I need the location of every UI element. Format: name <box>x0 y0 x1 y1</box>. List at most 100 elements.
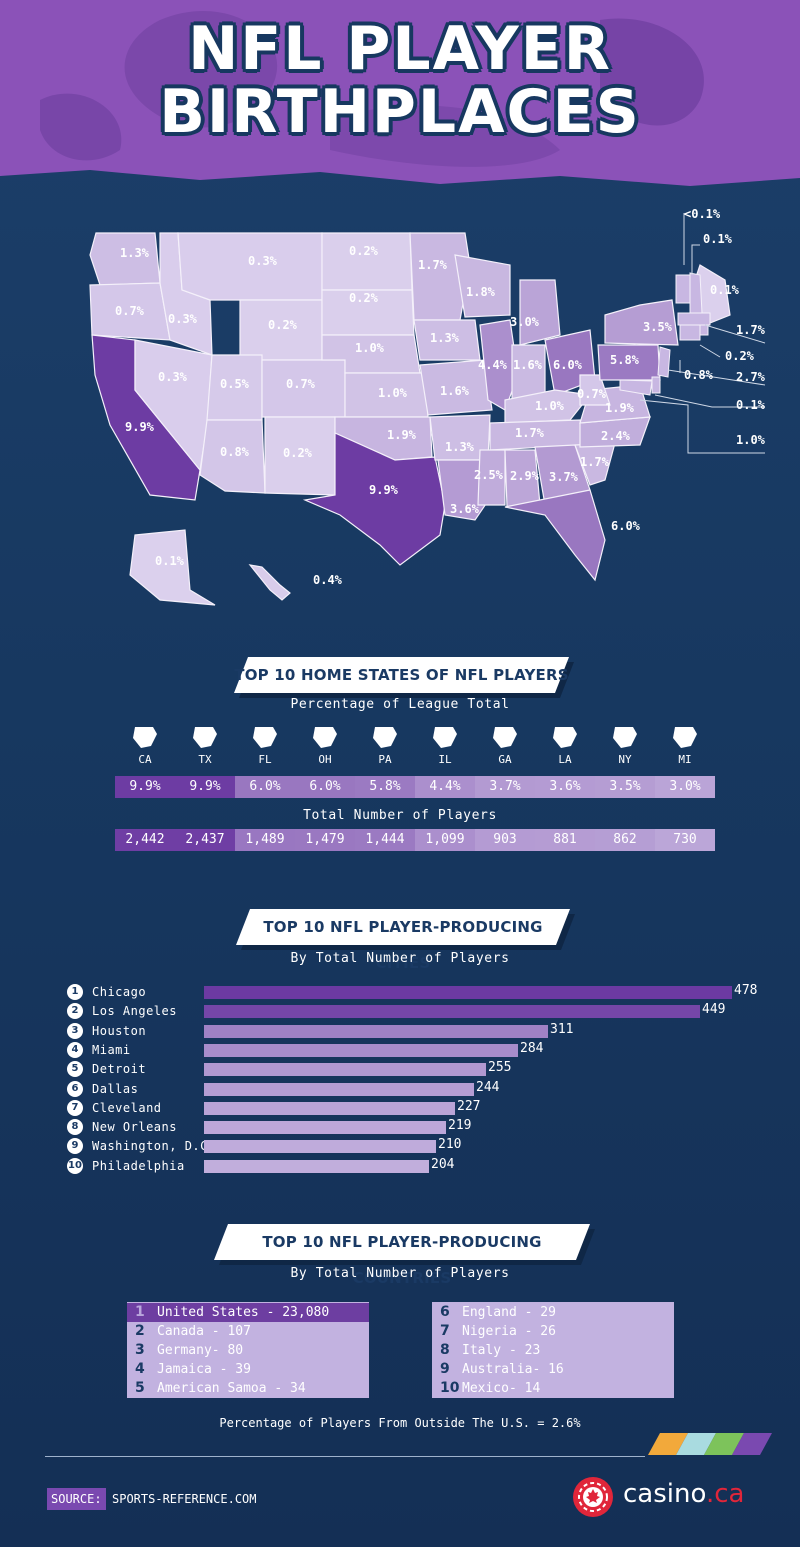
state-label-il: 4.4% <box>478 358 508 372</box>
country-rank: 7 <box>440 1323 450 1339</box>
state-label-mo: 1.6% <box>440 384 470 398</box>
state-label-wa: 1.3% <box>120 246 150 260</box>
state-label-ok: 1.9% <box>387 428 417 442</box>
state-abbr-mi: MI <box>678 753 692 766</box>
city-name: Cleveland <box>92 1100 162 1115</box>
casino-ca-wordmark[interactable]: casino.ca <box>623 1479 744 1509</box>
map-labels: 1.3% 0.7% 9.9% 0.3% 0.3% 0.3% 0.2% 0.5% 0.7% 0.8%… <box>115 207 766 587</box>
state-shape-ky <box>504 389 592 424</box>
state-shape-nd <box>321 232 413 291</box>
state-shape-fl <box>504 489 606 582</box>
country-row: 1 United States - 23,080 <box>127 1303 369 1322</box>
state-shape-hi <box>248 564 291 601</box>
callout-line-md <box>639 399 765 454</box>
state-label-va: 1.9% <box>605 401 635 415</box>
state-abbr-ca: CA <box>138 753 152 766</box>
header-backdrop <box>0 0 800 186</box>
state-abbr-il: IL <box>438 753 452 766</box>
city-bar <box>204 1005 700 1019</box>
state-label-co: 0.7% <box>286 377 316 391</box>
state-abbr-oh: OH <box>318 753 332 766</box>
state-label-mn: 1.7% <box>418 258 448 272</box>
state-pct-cell: 6.0% <box>235 776 295 798</box>
state-icon-ca <box>133 727 157 748</box>
state-label-mi: 3.0% <box>510 315 540 329</box>
city-bar <box>204 1121 446 1135</box>
source-label: SOURCE: <box>47 1488 106 1510</box>
state-pct-cell: 3.6% <box>535 776 595 798</box>
city-rank-badge: 10 <box>67 1157 83 1174</box>
state-abbr-ga: GA <box>498 753 512 766</box>
casino-chip-logo <box>573 1477 613 1517</box>
state-shape-tx <box>302 432 446 566</box>
state-label-ga: 3.7% <box>549 470 579 484</box>
callout-line-nh <box>691 244 700 275</box>
state-shape-vt <box>675 274 691 304</box>
city-bar <box>204 1140 436 1154</box>
country-label: American Samoa - 34 <box>157 1381 306 1396</box>
city-value-label: 255 <box>488 1060 512 1076</box>
country-row: 2 Canada - 107 <box>127 1322 369 1341</box>
state-icon-oh <box>313 727 337 748</box>
country-rank: 8 <box>440 1342 450 1358</box>
city-value-label: 210 <box>438 1137 462 1153</box>
state-pct-cell: 9.9% <box>175 776 235 798</box>
state-label-mt: 0.3% <box>248 254 278 268</box>
callout-label-md: 1.0% <box>736 433 766 447</box>
city-value-label: 219 <box>448 1118 472 1134</box>
state-total-cell: 903 <box>475 829 535 851</box>
state-pct-cell: 3.7% <box>475 776 535 798</box>
city-name: Philadelphia <box>92 1158 185 1173</box>
city-name: Washington, D.C. <box>92 1139 216 1154</box>
city-name: Miami <box>92 1042 131 1057</box>
header: NFL PLAYER BIRTHPLACES <box>0 0 800 190</box>
state-label-pa: 5.8% <box>610 353 640 367</box>
states-subhead-total: Total Number of Players <box>303 808 497 823</box>
source-link[interactable]: SPORTS-REFERENCE.COM <box>112 1492 257 1506</box>
page-title-line-2: BIRTHPLACES <box>159 77 641 147</box>
city-bar <box>204 1082 474 1096</box>
state-shape-ma <box>677 312 711 326</box>
callout-label-ct: 0.8% <box>684 368 714 382</box>
state-label-nv: 0.3% <box>158 370 188 384</box>
country-row: 3 Germany- 80 <box>127 1341 369 1360</box>
city-value-label: 284 <box>520 1040 544 1056</box>
country-row: 7 Nigeria - 26 <box>432 1322 674 1341</box>
state-label-ar: 1.3% <box>445 440 475 454</box>
city-rank-badge: 9 <box>67 1138 83 1155</box>
state-label-nd: 0.2% <box>349 244 379 258</box>
country-row: 9 Australia- 16 <box>432 1360 674 1379</box>
state-pct-cell: 4.4% <box>415 776 475 798</box>
city-rank-badge: 5 <box>67 1061 83 1078</box>
state-total-cell: 881 <box>535 829 595 851</box>
city-name: Dallas <box>92 1081 139 1096</box>
state-label-nm: 0.2% <box>283 446 313 460</box>
country-row: 4 Jamaica - 39 <box>127 1360 369 1379</box>
cities-section-banner: TOP 10 NFL PLAYER-PRODUCING CITIES <box>236 909 570 972</box>
city-value-label: 449 <box>702 1002 726 1018</box>
countries-section-banner: TOP 10 NFL PLAYER-PRODUCING COUNTRIES <box>214 1224 590 1287</box>
callout-label-nj: 2.7% <box>736 370 766 384</box>
state-label-sc: 1.7% <box>580 455 610 469</box>
country-rank: 10 <box>440 1380 460 1396</box>
country-label: Mexico- 14 <box>462 1381 541 1396</box>
country-rank: 6 <box>440 1304 450 1320</box>
country-label: United States - 23,080 <box>157 1305 330 1320</box>
city-name: Chicago <box>92 985 147 999</box>
state-pct-cell: 3.5% <box>595 776 655 798</box>
outside-us-footnote: Percentage of Players From Outside The U… <box>219 1416 581 1430</box>
callout-line-ri <box>699 344 721 358</box>
state-shape-az <box>199 419 266 494</box>
brand-name: casino <box>623 1479 706 1509</box>
state-shape-de <box>651 376 661 394</box>
city-value-label: 478 <box>734 983 758 998</box>
color-stripe-decoration <box>648 1433 772 1455</box>
country-label: Australia- 16 <box>462 1362 564 1377</box>
state-label-in: 1.6% <box>513 358 543 372</box>
states-subhead-percentage: Percentage of League Total <box>290 697 510 712</box>
states-section-title: TOP 10 HOME STATES OF NFL PLAYERS <box>234 666 569 684</box>
state-total-cell: 862 <box>595 829 655 851</box>
us-map: 1.3% 0.7% 9.9% 0.3% 0.3% 0.3% 0.2% 0.5% 0.7% 0.8%… <box>89 207 766 606</box>
state-icon-il <box>433 727 457 748</box>
state-total-cell: 2,437 <box>175 829 235 851</box>
